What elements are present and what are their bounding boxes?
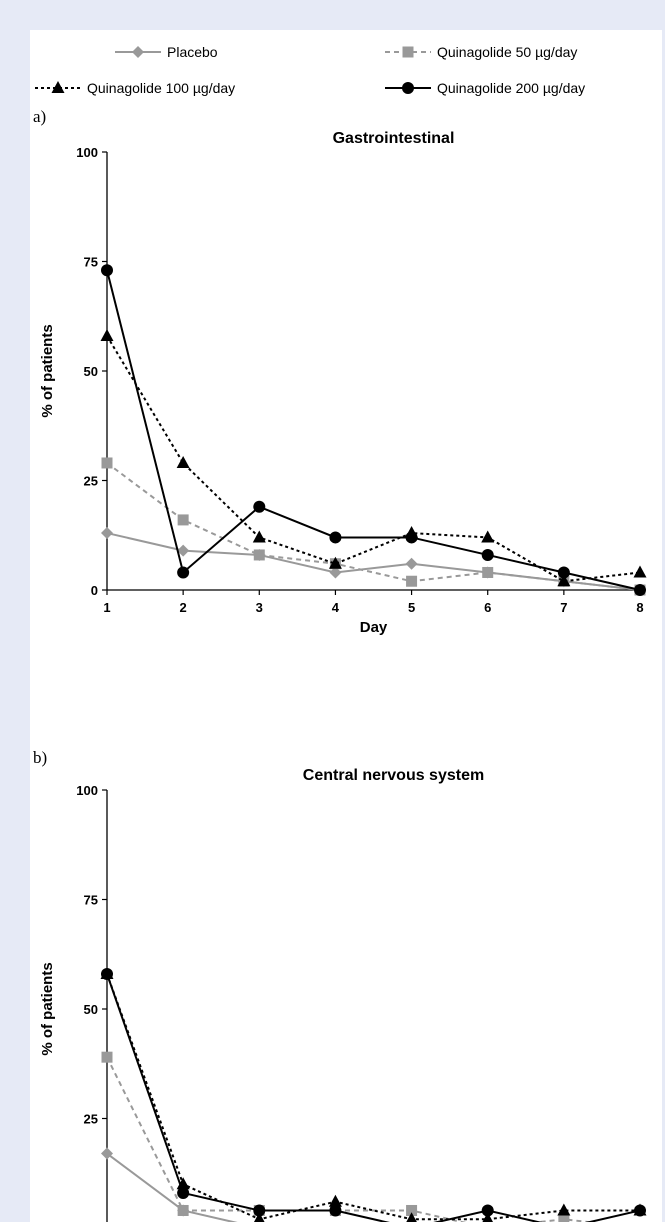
legend-marker-circle bbox=[402, 82, 414, 94]
x-tick-label: 8 bbox=[636, 600, 643, 615]
x-tick-label: 5 bbox=[408, 600, 415, 615]
legend-label: Quinagolide 100 µg/day bbox=[87, 80, 235, 96]
figure-card: Placebo Quinagolide 50 µg/day Quinagolide … bbox=[30, 30, 662, 1222]
y-tick-label: 100 bbox=[76, 145, 98, 160]
data-point bbox=[329, 1204, 342, 1217]
data-point bbox=[634, 1204, 646, 1217]
panel-label: b) bbox=[33, 748, 47, 767]
series-3 bbox=[101, 967, 646, 1222]
y-tick-label: 50 bbox=[84, 364, 98, 379]
series-3 bbox=[101, 264, 646, 596]
data-point bbox=[101, 1147, 113, 1160]
data-point bbox=[406, 575, 418, 587]
data-point bbox=[253, 549, 265, 561]
legend-marker-triangle bbox=[51, 81, 65, 93]
chart-panel-a: a) Gastrointestinal 0 25 50 75 100 1 2 3 4 5 6 7 8 Day%… bbox=[33, 107, 647, 636]
data-point bbox=[481, 548, 494, 561]
y-tick-label: 50 bbox=[84, 1002, 98, 1017]
chart-panel-b: b)Central nervous system0255075100123456… bbox=[33, 748, 647, 1222]
series-line bbox=[106, 973, 641, 1222]
x-tick-label: 3 bbox=[256, 600, 263, 615]
data-point bbox=[253, 1204, 266, 1217]
data-point bbox=[176, 455, 190, 468]
legend-marker-square bbox=[402, 46, 414, 58]
data-point bbox=[101, 457, 113, 469]
data-point bbox=[101, 1051, 113, 1063]
data-point bbox=[101, 967, 113, 980]
data-point bbox=[558, 1213, 570, 1222]
series-line bbox=[106, 335, 641, 583]
data-point bbox=[557, 1203, 571, 1216]
legend-label: Quinagolide 50 µg/day bbox=[437, 44, 577, 60]
x-tick-label: 4 bbox=[332, 600, 340, 615]
data-point bbox=[177, 514, 189, 526]
legend-marker-diamond bbox=[132, 46, 144, 58]
data-point bbox=[406, 1212, 417, 1222]
data-point bbox=[177, 1204, 189, 1216]
data-point bbox=[557, 566, 570, 579]
legend-label: Placebo bbox=[167, 44, 218, 60]
y-tick-label: 25 bbox=[84, 1112, 98, 1127]
y-tick-label: 100 bbox=[76, 783, 98, 798]
data-point bbox=[481, 1204, 494, 1217]
y-tick-label: 75 bbox=[84, 893, 98, 908]
chart-title: Central nervous system bbox=[303, 767, 484, 784]
y-axis-label: % of patients bbox=[39, 962, 56, 1055]
data-point bbox=[177, 544, 190, 557]
data-point bbox=[482, 1212, 494, 1222]
data-point bbox=[253, 500, 266, 513]
series-line bbox=[106, 1152, 238, 1222]
chart-title: Gastrointestinal bbox=[333, 130, 455, 147]
legend-item: Quinagolide 50 µg/day bbox=[385, 44, 577, 60]
x-tick-label: 7 bbox=[560, 600, 567, 615]
x-tick-label: 2 bbox=[180, 600, 187, 615]
y-tick-label: 25 bbox=[84, 474, 98, 489]
data-point bbox=[177, 566, 190, 579]
data-point bbox=[405, 531, 418, 544]
data-point bbox=[633, 565, 647, 578]
x-tick-label: 6 bbox=[484, 600, 491, 615]
x-axis-label: Day bbox=[360, 619, 388, 636]
legend-item: Placebo bbox=[115, 44, 218, 60]
data-point bbox=[101, 264, 113, 277]
data-point bbox=[329, 531, 342, 544]
data-point bbox=[100, 328, 114, 341]
series-line bbox=[106, 532, 641, 591]
panel-label: a) bbox=[33, 107, 46, 126]
data-point bbox=[406, 1204, 418, 1216]
data-point bbox=[557, 574, 571, 587]
y-tick-label: 75 bbox=[84, 255, 98, 270]
legend: Placebo Quinagolide 50 µg/day Quinagolide … bbox=[35, 44, 585, 96]
data-point bbox=[328, 1194, 342, 1207]
data-point bbox=[252, 530, 266, 543]
series-line bbox=[106, 973, 640, 1221]
data-point bbox=[328, 556, 342, 569]
series-2 bbox=[100, 966, 647, 1222]
data-point bbox=[634, 584, 646, 596]
series-line bbox=[106, 270, 641, 591]
legend-item: Quinagolide 100 µg/day bbox=[35, 80, 235, 96]
data-point bbox=[101, 527, 113, 540]
legend-item: Quinagolide 200 µg/day bbox=[385, 80, 585, 96]
data-point bbox=[481, 530, 495, 543]
data-point bbox=[482, 566, 494, 578]
series-line bbox=[106, 1056, 597, 1222]
data-point bbox=[405, 557, 418, 570]
data-point bbox=[177, 1186, 190, 1199]
series-line bbox=[106, 462, 641, 591]
data-point bbox=[329, 566, 342, 579]
figure-svg: Placebo Quinagolide 50 µg/day Quinagolide … bbox=[33, 44, 647, 1222]
data-point bbox=[253, 1212, 265, 1222]
y-tick-label: 0 bbox=[91, 583, 98, 598]
y-axis-label: % of patients bbox=[39, 324, 56, 417]
x-tick-label: 1 bbox=[103, 600, 110, 615]
legend-label: Quinagolide 200 µg/day bbox=[437, 80, 585, 96]
